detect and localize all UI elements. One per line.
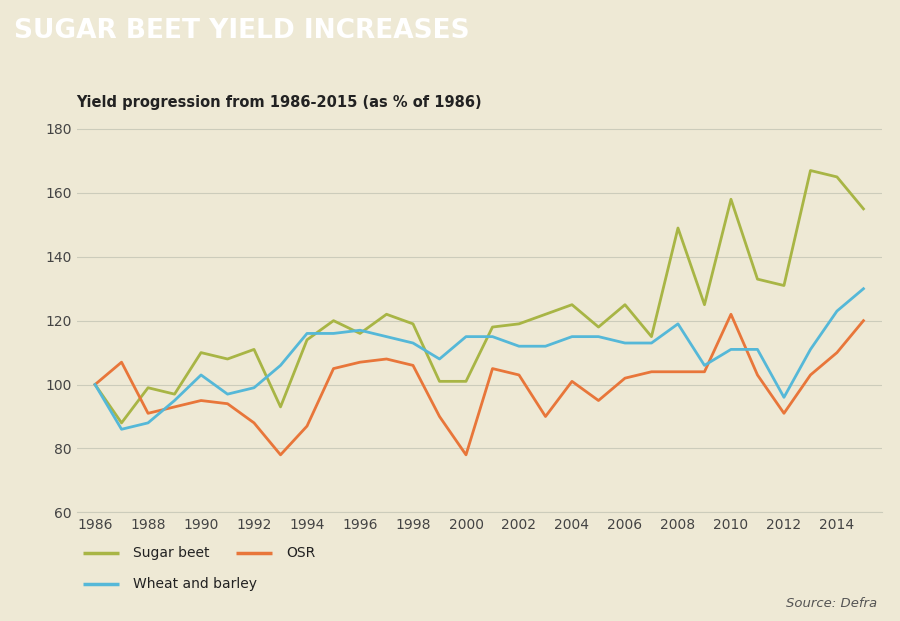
- Text: Sugar beet: Sugar beet: [133, 546, 210, 560]
- Text: Source: Defra: Source: Defra: [787, 597, 878, 610]
- Text: Yield progression from 1986-2015 (as % of 1986): Yield progression from 1986-2015 (as % o…: [76, 95, 482, 110]
- Text: Wheat and barley: Wheat and barley: [133, 577, 257, 591]
- Text: OSR: OSR: [286, 546, 315, 560]
- Text: SUGAR BEET YIELD INCREASES: SUGAR BEET YIELD INCREASES: [14, 18, 470, 44]
